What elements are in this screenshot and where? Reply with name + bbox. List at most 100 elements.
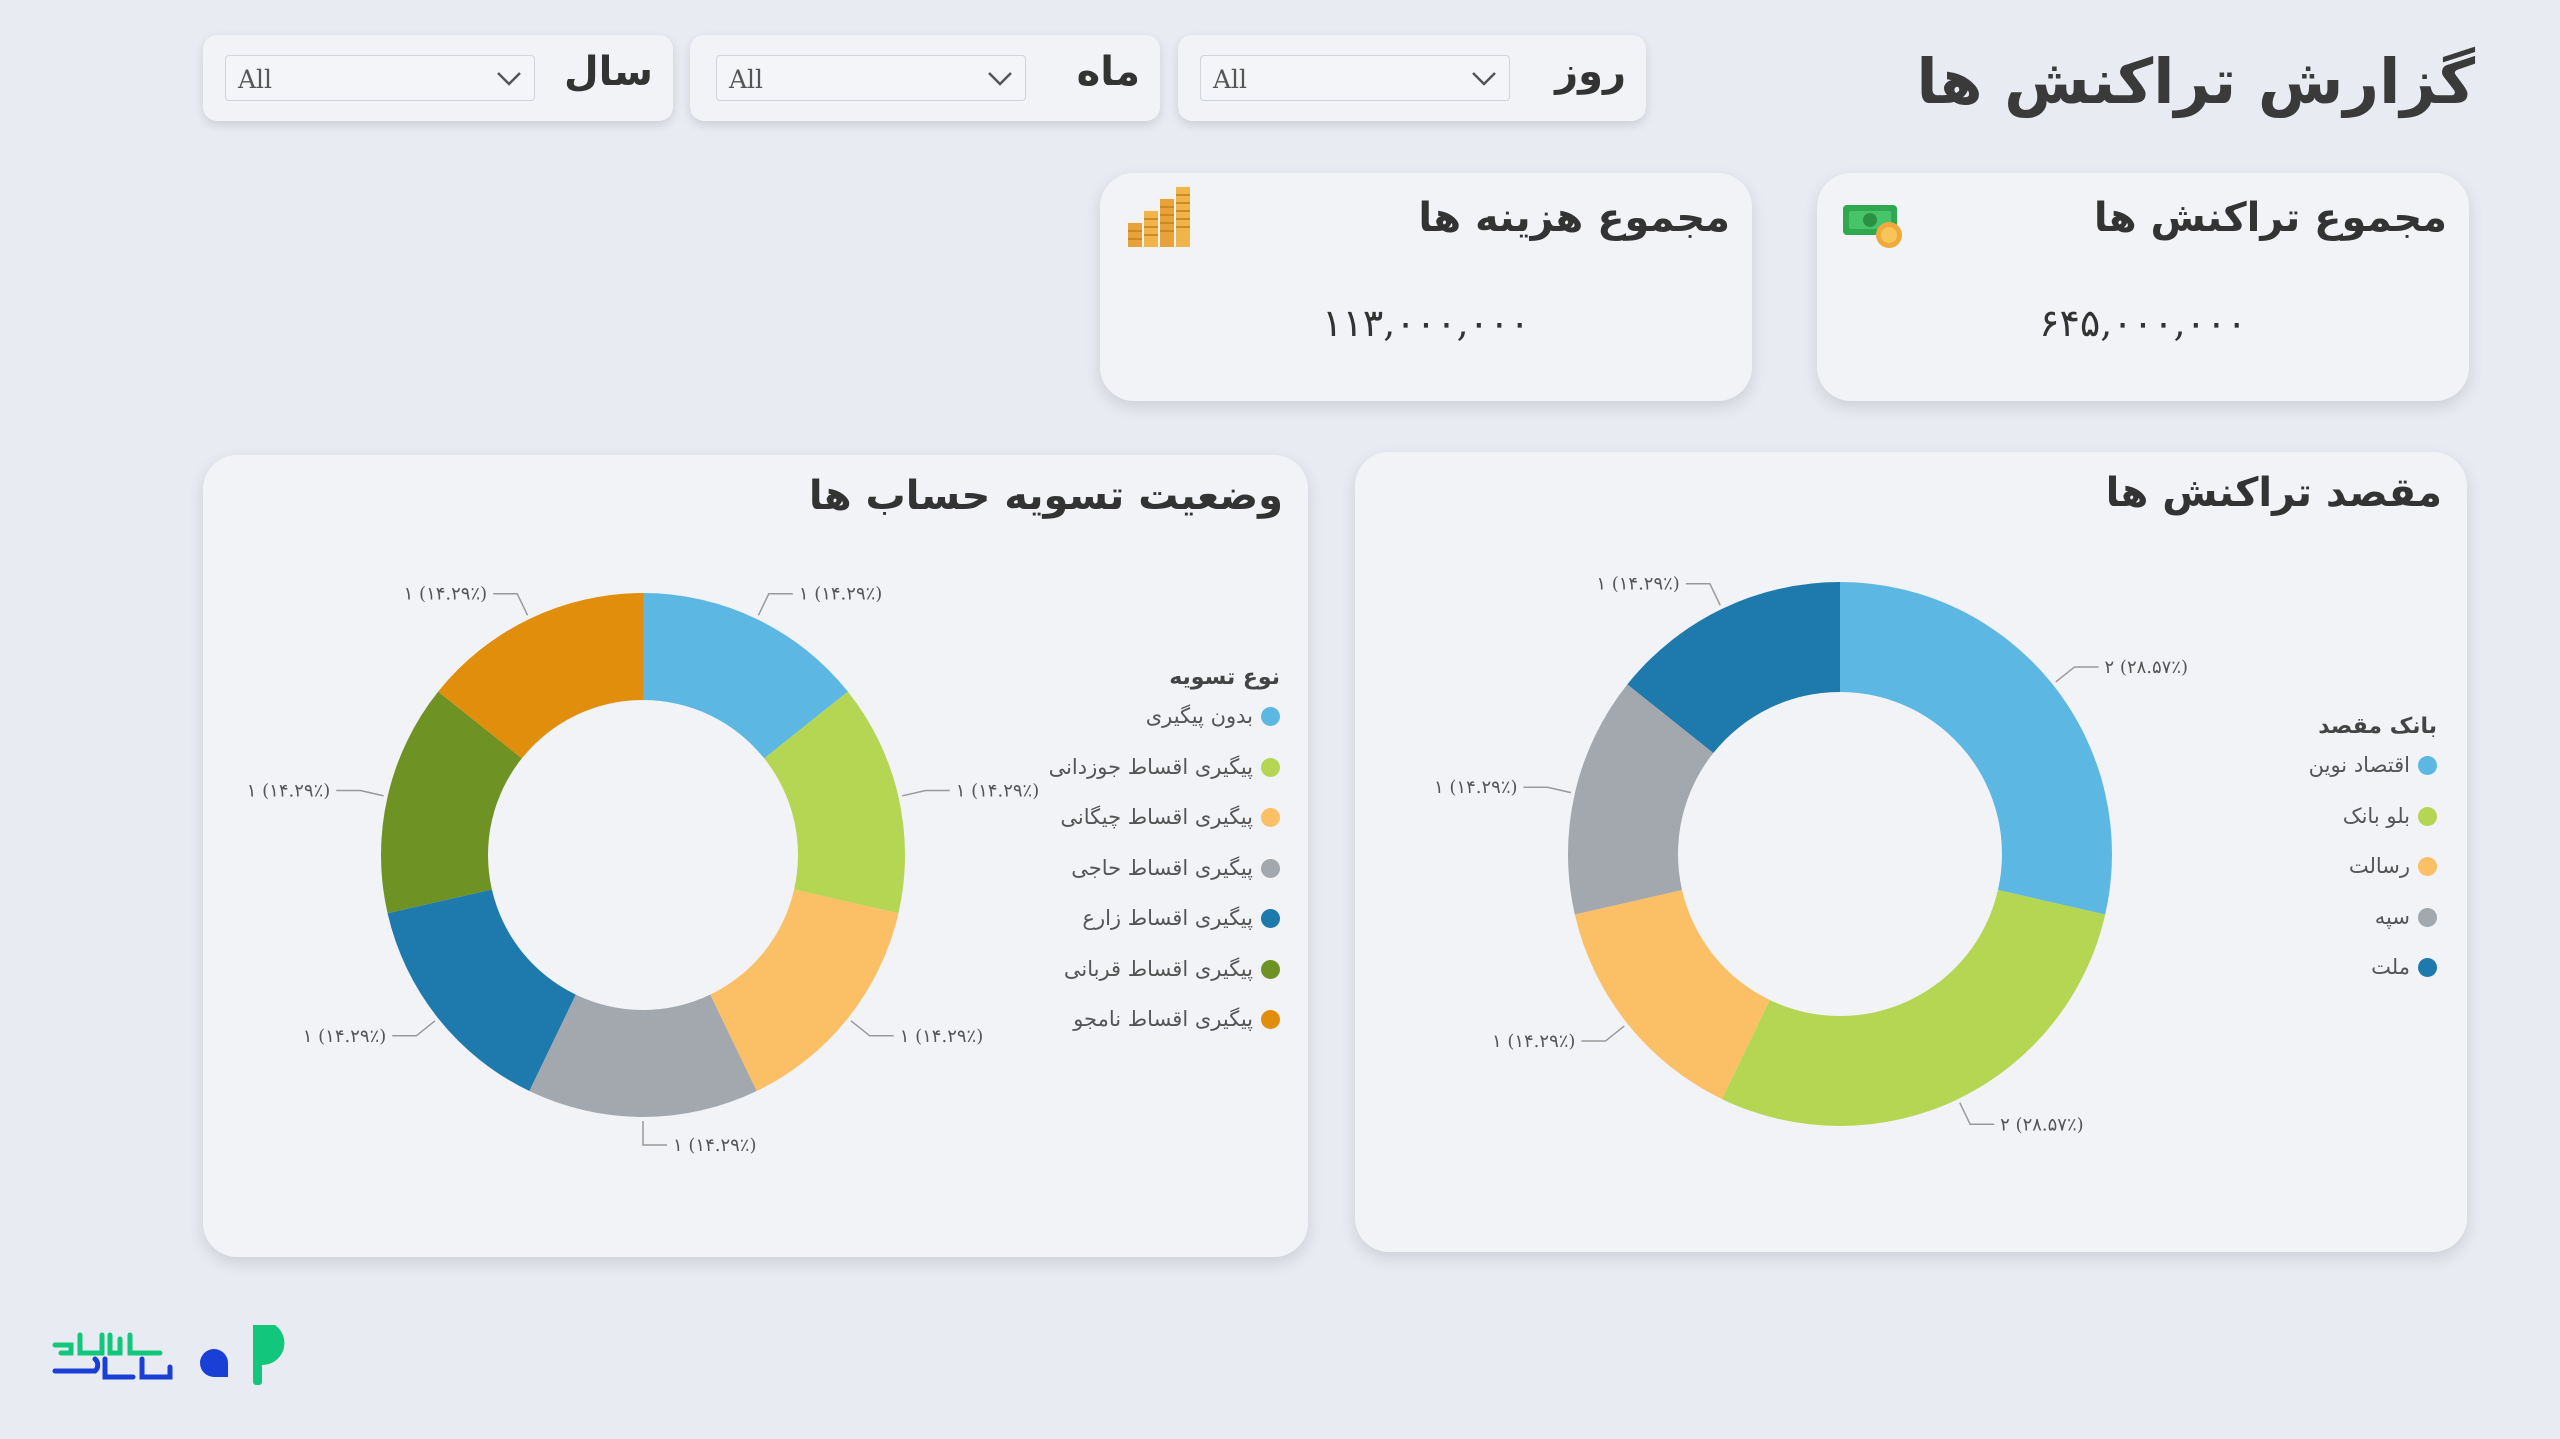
donut-slice[interactable] [381,691,522,914]
legend-title: نوع تسویه [1169,665,1280,690]
legend-item[interactable]: ملت [2277,955,2437,1006]
data-label: ۱ (۱۴.۲۹٪) [900,1026,984,1047]
legend-label: سپه [2374,904,2410,929]
donut-slice[interactable] [1721,890,2106,1126]
settlement-donut-chart: ۱ (۱۴.۲۹٪) ۱ (۱۴.۲۹٪) ۱ (۱۴.۲۹٪) ۱ (۱۴.۲۹٪)… [247,584,1039,1156]
leader-line [757,592,793,616]
legend-swatch [1261,757,1280,777]
total-expenses-title: مجموع هزینه ها [1418,195,1730,241]
total-expenses-card: مجموع هزینه ها ۱۱۳,۰۰۰,۰۰۰ [1100,173,1752,401]
legend-item[interactable]: رسالت [2277,854,2437,905]
leader-line [850,1020,894,1037]
legend-swatch [1261,707,1280,726]
data-label: ۱ (۱۴.۲۹٪) [799,584,883,605]
legend-label: پیگیری اقساط حاجی [1071,855,1253,880]
legend-item[interactable]: پیگیری اقساط حاجی [1040,856,1280,907]
legend-label: پیگیری اقساط زارع [1082,906,1253,930]
donut-slice[interactable] [1574,890,1770,1100]
donut-slice[interactable] [438,593,643,759]
month-select-value: All [729,65,764,94]
leader-line [2055,666,2099,683]
data-label: ۱ (۱۴.۲۹٪) [303,1026,387,1047]
legend-item[interactable]: پیگیری اقساط زارع [1040,906,1280,957]
legend-item[interactable]: بدون پیگیری [1040,704,1280,755]
data-label: ۱ (۱۴.۲۹٪) [956,780,1039,801]
data-label: ۱ (۱۴.۲۹٪) [1596,574,1680,595]
day-filter-label: روز [1555,49,1626,95]
day-select-value: All [1213,65,1248,94]
chevron-down-icon [1472,72,1496,86]
data-label: ۱ (۱۴.۲۹٪) [404,584,488,605]
money-coins-icon [1843,205,1902,248]
leader-line [493,592,529,616]
leader-line [336,789,384,797]
donut-slice[interactable] [643,593,848,759]
legend-label: رسالت [2348,854,2410,878]
legend-item[interactable]: اقتصاد نوین [2277,753,2437,804]
legend-label: ملت [2371,955,2410,979]
month-select[interactable]: All [716,55,1026,101]
total-transactions-title: مجموع تراکنش ها [2093,195,2447,241]
leader-line [902,789,950,797]
year-select[interactable]: All [225,55,535,101]
donut-slice[interactable] [1627,582,1840,753]
legend-swatch [1261,959,1280,979]
leader-line [1523,786,1572,794]
legend-swatch [1261,1010,1280,1029]
destination-legend: بانک مقصد اقتصاد نوین بلو بانک رسالت سپه ملت [2277,714,2437,1006]
legend-swatch [2418,958,2437,977]
legend-item[interactable]: پیگیری اقساط قربانی [1040,957,1280,1008]
leader-line [1959,1102,1995,1126]
total-transactions-value: ۶۴۵,۰۰۰,۰۰۰ [2039,301,2247,345]
leader-line [1685,582,1721,606]
legend-item[interactable]: پیگیری اقساط نامجو [1040,1007,1280,1058]
legend-swatch [2418,806,2437,826]
legend-title: بانک مقصد [2318,714,2437,739]
donut-slice[interactable] [387,889,576,1092]
data-label: ۱ (۱۴.۲۹٪) [673,1135,757,1156]
leader-line [642,1121,667,1146]
settlement-status-panel: وضعیت تسویه حساب ها ۱ (۱۴.۲۹٪) ۱ (۱۴.۲۹٪)… [203,455,1308,1257]
donut-slice[interactable] [1568,684,1714,915]
month-filter-label: ماه [1076,49,1140,95]
chevron-down-icon [497,72,521,86]
year-select-value: All [238,65,273,94]
legend-label: بلو بانک [2342,803,2410,828]
legend-item[interactable]: پیگیری اقساط چیگانی [1040,805,1280,856]
month-filter: ماه All [690,35,1160,121]
legend-label: پیگیری اقساط نامجو [1073,1007,1253,1031]
legend-label: بدون پیگیری [1145,704,1253,728]
leader-line [1581,1025,1625,1042]
legend-label: پیگیری اقساط چیگانی [1060,805,1253,829]
legend-label: پیگیری اقساط قربانی [1063,956,1253,981]
donut-slice[interactable] [529,994,757,1117]
legend-label: اقتصاد نوین [2308,753,2410,777]
legend-swatch [1261,909,1280,928]
donut-slice[interactable] [1840,582,2112,915]
legend-swatch [1261,858,1280,878]
total-expenses-value: ۱۱۳,۰۰۰,۰۰۰ [1322,301,1530,345]
settlement-legend: نوع تسویه بدون پیگیری پیگیری اقساط جوزدان… [1040,665,1280,1058]
data-label: ۱ (۱۴.۲۹٪) [247,780,331,801]
data-label: ۲ (۲۸.۵۷٪) [2000,1114,2084,1135]
legend-item[interactable]: پیگیری اقساط جوزدانی [1040,755,1280,806]
legend-swatch [2418,907,2437,927]
legend-swatch [2418,756,2437,775]
transaction-destination-panel: مقصد تراکنش ها ۲ (۲۸.۵۷٪) ۲ (۲۸.۵۷٪) ۱ (۱۴… [1355,452,2467,1252]
panel-title: وضعیت تسویه حساب ها [808,473,1283,519]
legend-item[interactable]: بلو بانک [2277,804,2437,855]
donut-slice[interactable] [710,889,899,1092]
coin-stacks-icon [1128,187,1190,247]
legend-item[interactable]: سپه [2277,905,2437,956]
data-label: ۲ (۲۸.۵۷٪) [2105,657,2189,678]
brand-logo [52,1325,285,1385]
legend-swatch [2418,857,2437,876]
destination-donut-chart: ۲ (۲۸.۵۷٪) ۲ (۲۸.۵۷٪) ۱ (۱۴.۲۹٪) ۱ (۱۴.۲۹٪)… [1434,574,2189,1136]
legend-swatch [1261,808,1280,827]
day-select[interactable]: All [1200,55,1510,101]
day-filter: روز All [1178,35,1646,121]
donut-slice[interactable] [764,691,905,914]
chevron-down-icon [988,72,1012,86]
panel-title: مقصد تراکنش ها [2105,470,2442,516]
data-label: ۱ (۱۴.۲۹٪) [1492,1031,1576,1052]
